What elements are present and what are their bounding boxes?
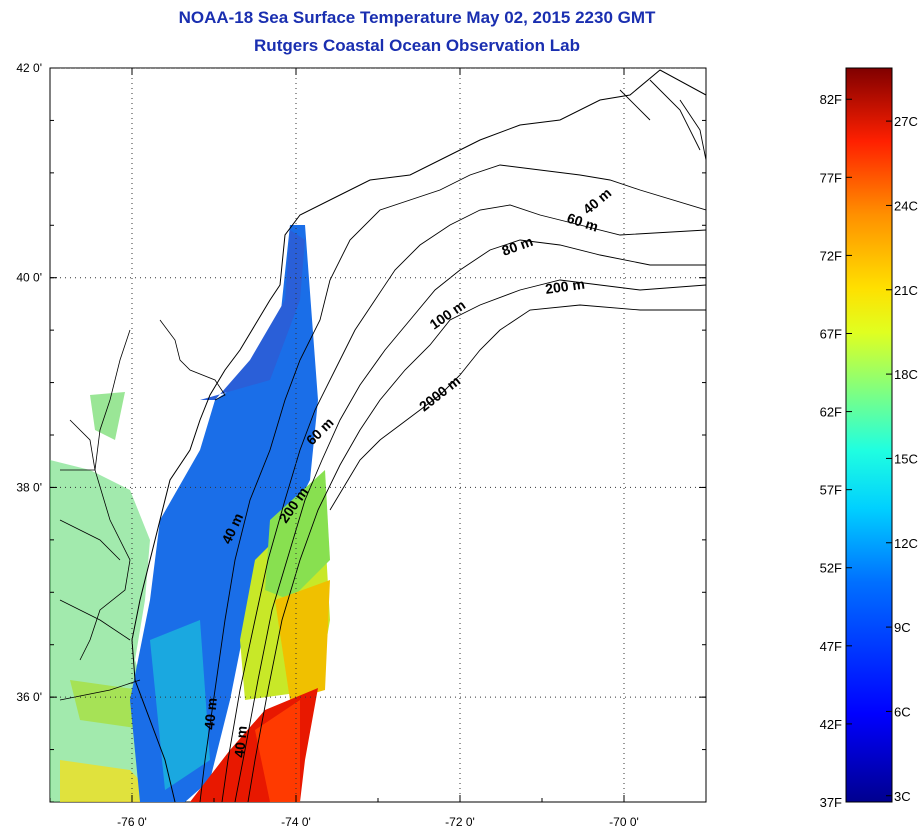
sst-imagery [50, 225, 330, 802]
lat-label: 36 0' [16, 690, 42, 704]
colorbar-f-label: 47F [820, 639, 842, 654]
lat-label: 42 0' [16, 61, 42, 75]
contour-label: 200 m [544, 276, 586, 297]
colorbar-c-label: 24C [894, 198, 918, 213]
contour-label: 40 m [231, 725, 250, 758]
colorbar-f-label: 62F [820, 405, 842, 420]
coastline [131, 69, 706, 802]
lat-label: 38 0' [16, 480, 42, 494]
contour-label: 40 m [201, 697, 220, 730]
map-subtitle: Rutgers Coastal Ocean Observation Lab [254, 36, 580, 55]
colorbar-f-label: 52F [820, 561, 842, 576]
colorbar-c-label: 9C [894, 620, 911, 635]
lat-label: 40 0' [16, 271, 42, 285]
colorbar-c-label: 6C [894, 704, 911, 719]
colorbar-c-label: 21C [894, 283, 918, 298]
colorbar [845, 67, 893, 803]
colorbar-f-label: 57F [820, 483, 842, 498]
colorbar-f-label: 42F [820, 717, 842, 732]
colorbar-c-label: 15C [894, 451, 918, 466]
colorbar-c-label: 27C [894, 114, 918, 129]
map-axes: 42 0' 40 0' 38 0' 36 0' -76 0' -74 0' -72 0' -7… [16, 61, 707, 829]
map-title: NOAA-18 Sea Surface Temperature May 02, … [178, 8, 656, 27]
colorbar-c-label: 12C [894, 536, 918, 551]
lon-label: -76 0' [117, 815, 147, 829]
colorbar-c-label: 3C [894, 789, 911, 804]
lon-label: -72 0' [445, 815, 475, 829]
colorbar-f-label: 82F [820, 92, 842, 107]
lon-label: -70 0' [609, 815, 639, 829]
colorbar-f-label: 67F [820, 326, 842, 341]
colorbar-f-label: 72F [820, 248, 842, 263]
colorbar-f-label: 37F [820, 795, 842, 810]
colorbar-f-label: 77F [820, 170, 842, 185]
bathymetry-contours [199, 79, 706, 802]
lon-label: -74 0' [281, 815, 311, 829]
colorbar-ticks [846, 98, 892, 803]
colorbar-c-label: 18C [894, 367, 918, 382]
colorbar-labels: 82F 77F 72F 67F 62F 57F 52F 47F 42F 37F 27C 24C 21C 1… [820, 92, 918, 810]
